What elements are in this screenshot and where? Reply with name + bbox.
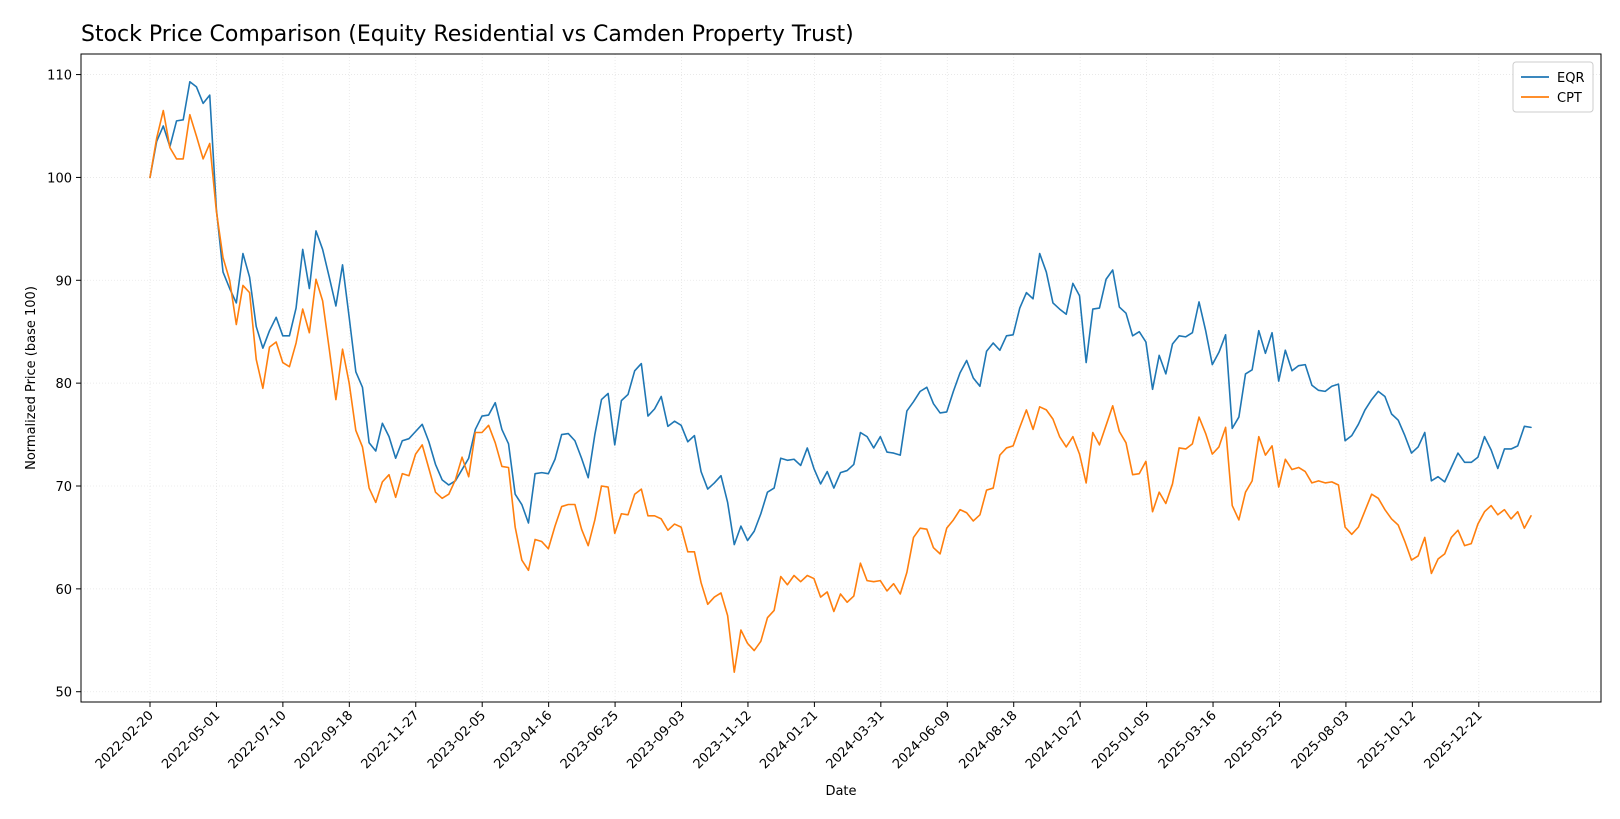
grid xyxy=(81,54,1601,702)
series-group xyxy=(149,80,1532,673)
plot-area-frame xyxy=(80,53,1602,703)
legend-label-eqr: EQR xyxy=(1557,71,1584,86)
x-axis-label: Date xyxy=(825,784,856,799)
y-axis: 50 60 70 80 90 100 110 xyxy=(47,69,81,701)
series-line-eqr xyxy=(149,80,1532,546)
y-axis-label: Normalized Price (base 100) xyxy=(24,286,39,470)
legend-label-cpt: CPT xyxy=(1557,91,1582,106)
y-tick-label: 60 xyxy=(55,583,72,598)
chart-title: Stock Price Comparison (Equity Residenti… xyxy=(81,22,854,47)
y-tick-label: 80 xyxy=(55,377,72,392)
y-tick-label: 100 xyxy=(47,171,72,186)
legend: EQR CPT xyxy=(1512,61,1594,113)
y-tick-label: 110 xyxy=(47,69,72,84)
y-tick-label: 90 xyxy=(55,274,72,289)
y-tick-label: 50 xyxy=(55,686,72,701)
series-line-cpt xyxy=(149,109,1532,673)
legend-frame xyxy=(1512,61,1594,113)
y-tick-label: 70 xyxy=(55,480,72,495)
